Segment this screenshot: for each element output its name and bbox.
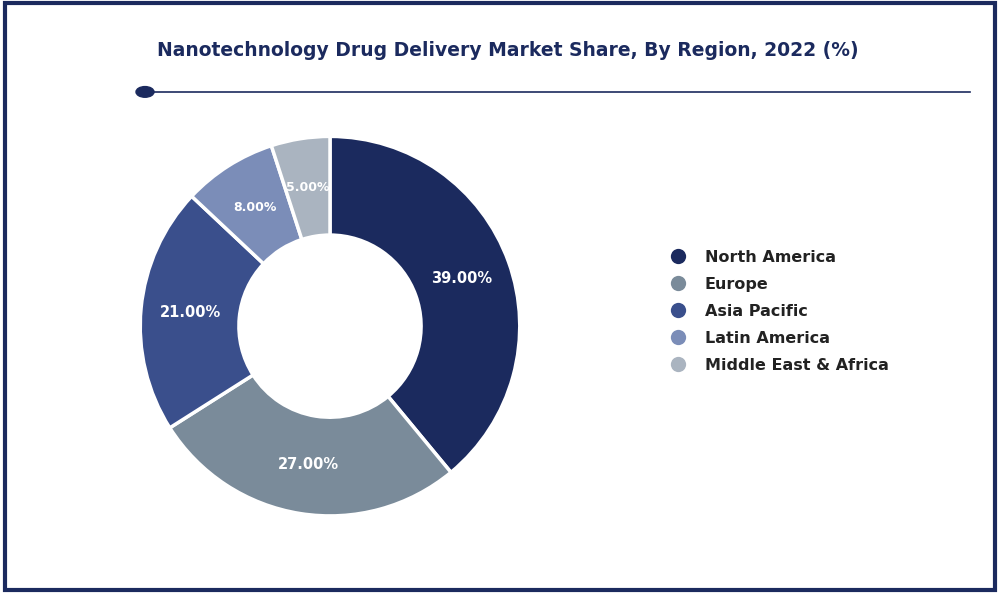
Wedge shape	[330, 136, 520, 473]
Wedge shape	[140, 196, 264, 428]
Wedge shape	[170, 375, 451, 516]
Text: 21.00%: 21.00%	[160, 305, 221, 320]
Legend: North America, Europe, Asia Pacific, Latin America, Middle East & Africa: North America, Europe, Asia Pacific, Lat…	[655, 244, 895, 379]
Text: Nanotechnology Drug Delivery Market Share, By Region, 2022 (%): Nanotechnology Drug Delivery Market Shar…	[157, 41, 858, 60]
Text: 39.00%: 39.00%	[432, 271, 493, 286]
Text: 27.00%: 27.00%	[277, 457, 339, 473]
Text: 5.00%: 5.00%	[286, 181, 330, 194]
Wedge shape	[271, 136, 330, 240]
Text: RESEARCH: RESEARCH	[46, 65, 89, 74]
Wedge shape	[192, 146, 302, 264]
Text: 8.00%: 8.00%	[233, 201, 276, 214]
Text: PRECEDENCE: PRECEDENCE	[41, 28, 94, 37]
